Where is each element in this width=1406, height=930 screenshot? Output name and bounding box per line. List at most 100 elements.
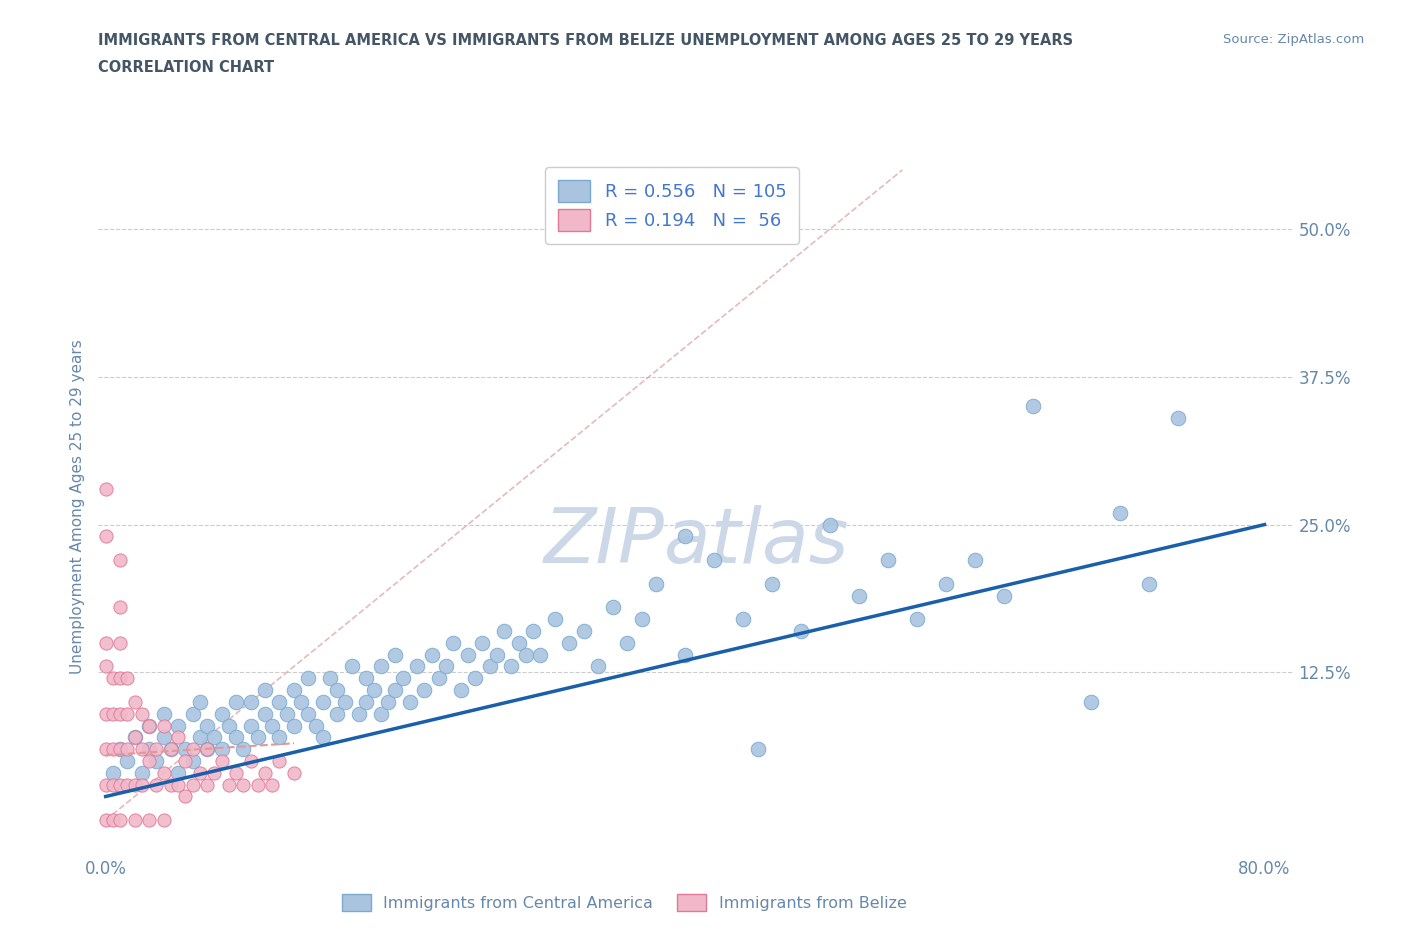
Point [262, 777, 284, 792]
Point [202, 765, 225, 780]
Point [101, 742, 124, 757]
Point [195, 742, 218, 757]
Point [276, 706, 298, 721]
Point [253, 683, 276, 698]
Point [232, 777, 254, 792]
Point [152, 765, 174, 780]
Point [124, 730, 146, 745]
Point [181, 742, 204, 757]
Point [269, 753, 291, 768]
Point [124, 777, 146, 792]
Point [152, 706, 174, 721]
Point [108, 635, 131, 650]
Point [167, 765, 190, 780]
Point [108, 671, 131, 685]
Point [319, 671, 342, 685]
Point [160, 777, 183, 792]
Point [269, 695, 291, 710]
Point [145, 742, 167, 757]
Point [239, 695, 262, 710]
Text: ZIPatlas: ZIPatlas [543, 505, 849, 578]
Point [239, 718, 262, 733]
Point [152, 730, 174, 745]
Point [253, 765, 276, 780]
Point [225, 695, 247, 710]
Text: Source: ZipAtlas.com: Source: ZipAtlas.com [1223, 33, 1364, 46]
Point [108, 813, 131, 828]
Point [94, 742, 117, 757]
Point [94, 813, 117, 828]
Point [94, 482, 117, 497]
Point [673, 529, 696, 544]
Point [195, 718, 218, 733]
Point [471, 635, 494, 650]
Point [138, 718, 160, 733]
Point [356, 695, 378, 710]
Point [420, 647, 443, 662]
Point [312, 695, 335, 710]
Point [340, 659, 363, 674]
Point [124, 695, 146, 710]
Text: IMMIGRANTS FROM CENTRAL AMERICA VS IMMIGRANTS FROM BELIZE UNEMPLOYMENT AMONG AGE: IMMIGRANTS FROM CENTRAL AMERICA VS IMMIG… [98, 33, 1074, 47]
Point [848, 588, 870, 603]
Point [246, 777, 269, 792]
Point [218, 718, 240, 733]
Point [333, 695, 356, 710]
Point [94, 529, 117, 544]
Point [188, 730, 211, 745]
Point [427, 671, 450, 685]
Point [145, 753, 167, 768]
Point [1080, 695, 1102, 710]
Point [94, 777, 117, 792]
Point [1022, 399, 1045, 414]
Point [645, 577, 668, 591]
Point [283, 718, 305, 733]
Point [441, 635, 464, 650]
Point [117, 777, 139, 792]
Point [131, 777, 153, 792]
Point [1108, 505, 1130, 520]
Point [225, 765, 247, 780]
Point [406, 659, 429, 674]
Point [347, 706, 370, 721]
Point [478, 659, 501, 674]
Point [501, 659, 523, 674]
Point [211, 706, 233, 721]
Point [225, 730, 247, 745]
Point [877, 552, 900, 567]
Point [117, 753, 139, 768]
Point [370, 706, 392, 721]
Legend: Immigrants from Central America, Immigrants from Belize: Immigrants from Central America, Immigra… [336, 888, 912, 917]
Point [515, 647, 537, 662]
Point [356, 671, 378, 685]
Point [993, 588, 1015, 603]
Point [108, 552, 131, 567]
Point [152, 813, 174, 828]
Point [101, 813, 124, 828]
Point [544, 612, 567, 627]
Point [492, 623, 515, 638]
Point [616, 635, 638, 650]
Point [117, 742, 139, 757]
Point [905, 612, 928, 627]
Point [108, 600, 131, 615]
Point [181, 706, 204, 721]
Point [269, 730, 291, 745]
Point [262, 718, 284, 733]
Point [297, 671, 319, 685]
Point [160, 742, 183, 757]
Point [101, 671, 124, 685]
Point [94, 635, 117, 650]
Point [152, 718, 174, 733]
Point [188, 765, 211, 780]
Point [747, 742, 769, 757]
Point [138, 753, 160, 768]
Point [305, 718, 328, 733]
Y-axis label: Unemployment Among Ages 25 to 29 years: Unemployment Among Ages 25 to 29 years [70, 339, 86, 674]
Point [703, 552, 725, 567]
Point [1137, 577, 1160, 591]
Point [246, 730, 269, 745]
Point [167, 730, 190, 745]
Point [602, 600, 624, 615]
Text: CORRELATION CHART: CORRELATION CHART [98, 60, 274, 75]
